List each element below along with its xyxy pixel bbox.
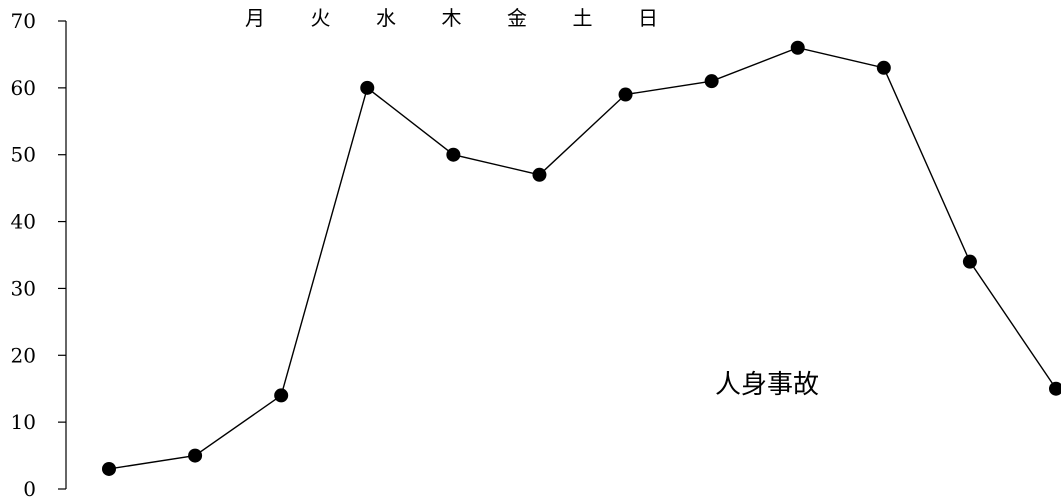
data-point [962,254,977,269]
series-layer [102,40,1061,476]
series-labels: 人身事故 [715,370,819,400]
data-point [790,40,805,55]
y-tick-label: 30 [11,276,36,300]
data-point [188,448,203,463]
y-tick-label: 0 [23,477,36,497]
series-line [108,46,1057,470]
series-label: 人身事故 [715,370,819,400]
y-tick-label: 70 [11,9,36,33]
day-label: 土 [573,6,593,30]
y-tick-label: 40 [11,210,36,234]
data-point [102,461,116,476]
day-label: 金 [507,6,527,30]
day-label: 日 [638,6,658,30]
data-point [446,147,461,162]
y-tick-label: 50 [11,143,36,167]
day-label: 水 [376,6,396,30]
data-point [360,80,375,95]
data-point [618,87,633,102]
y-tick-label: 60 [11,76,36,100]
data-point [876,60,891,75]
axis-layer: 0 10 20 30 40 50 60 70 [11,9,67,501]
data-point [532,167,547,182]
y-tick-label: 10 [11,410,36,434]
day-label: 火 [311,6,331,30]
data-point [704,74,719,89]
data-point [1049,381,1061,396]
y-tick-label: 20 [11,343,36,367]
data-point [274,388,289,403]
day-label: 月 [245,6,265,30]
top-labels: 月火水木金土日 [245,6,658,30]
day-label: 木 [442,6,462,30]
